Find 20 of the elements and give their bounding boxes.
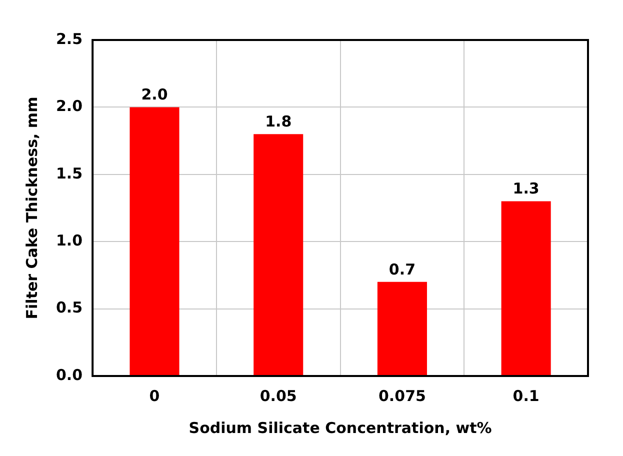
bar <box>130 107 180 376</box>
x-tick-label: 0.1 <box>512 386 540 405</box>
y-tick-label: 1.5 <box>56 164 83 182</box>
x-tick-label: 0.05 <box>260 386 297 405</box>
y-tick-label: 2.0 <box>56 97 83 116</box>
data-label: 2.0 <box>141 86 168 104</box>
y-tick-label: 2.5 <box>56 30 83 48</box>
data-label: 0.7 <box>388 260 416 278</box>
x-tick-label: 0.075 <box>378 386 426 405</box>
x-axis-title: Sodium Silicate Concentration, wt% <box>188 418 492 437</box>
bar <box>377 282 427 376</box>
bar <box>501 201 551 376</box>
y-tick-label: 1.0 <box>56 231 83 250</box>
bar <box>254 134 304 376</box>
y-tick-label: 0.0 <box>56 366 83 384</box>
data-label: 1.3 <box>512 180 540 198</box>
y-tick-label: 0.5 <box>56 298 83 317</box>
x-tick-label: 0 <box>149 386 160 405</box>
data-label: 1.8 <box>265 112 292 130</box>
y-axis-title: Filter Cake Thickness, mm <box>22 96 41 320</box>
